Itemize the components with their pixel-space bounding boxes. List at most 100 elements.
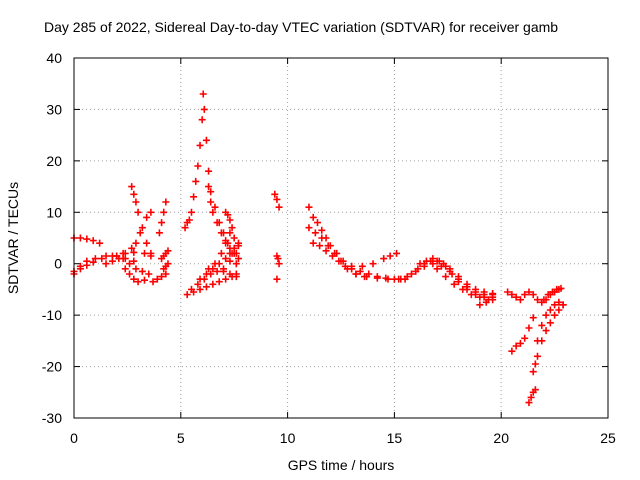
data-point xyxy=(102,252,110,260)
data-point xyxy=(145,270,153,278)
data-point xyxy=(234,242,242,250)
series-arc-17 xyxy=(196,239,242,283)
data-point xyxy=(476,301,484,309)
data-point xyxy=(435,257,443,265)
y-tick-label: 40 xyxy=(46,50,62,66)
data-point xyxy=(130,257,138,265)
data-point xyxy=(555,306,563,314)
series-arc-7 xyxy=(113,252,153,278)
data-point xyxy=(164,260,172,268)
x-axis-label: GPS time / hours xyxy=(288,457,395,473)
data-point xyxy=(76,262,84,270)
data-point xyxy=(126,270,134,278)
series-arc-20 xyxy=(220,249,240,273)
data-point xyxy=(76,234,84,242)
data-point xyxy=(446,265,454,273)
data-point xyxy=(529,368,537,376)
data-point xyxy=(149,278,157,286)
data-point xyxy=(454,278,462,286)
data-point xyxy=(442,262,450,270)
data-point xyxy=(226,257,234,265)
series-arc-37 xyxy=(534,298,567,345)
data-point xyxy=(309,239,317,247)
data-point xyxy=(119,255,127,263)
data-point xyxy=(482,298,490,306)
series-arc-22 xyxy=(273,252,283,268)
data-point xyxy=(232,260,240,268)
x-tick-label: 25 xyxy=(600,430,616,446)
y-axis-label: SDTVAR / TECUs xyxy=(5,182,21,294)
data-point xyxy=(508,347,516,355)
data-point xyxy=(207,188,215,196)
data-point xyxy=(489,296,497,304)
data-point xyxy=(160,208,168,216)
series-arc-36 xyxy=(529,301,567,376)
data-point xyxy=(416,260,424,268)
data-point xyxy=(274,255,282,263)
data-point xyxy=(226,216,234,224)
data-point xyxy=(194,162,202,170)
data-point xyxy=(525,288,533,296)
data-point xyxy=(314,219,322,227)
data-points xyxy=(70,90,567,407)
data-point xyxy=(504,288,512,296)
data-point xyxy=(542,311,550,319)
data-point xyxy=(91,255,99,263)
series-arc-38 xyxy=(540,284,565,304)
data-point xyxy=(136,229,144,237)
data-point xyxy=(516,339,524,347)
data-point xyxy=(442,273,450,281)
data-point xyxy=(202,136,210,144)
x-tick-label: 0 xyxy=(70,430,78,446)
series-arc-16 xyxy=(187,267,240,293)
data-point xyxy=(155,229,163,237)
data-point xyxy=(187,285,195,293)
series-arc-18 xyxy=(205,229,242,273)
y-tick-label: 0 xyxy=(54,256,62,272)
data-point xyxy=(363,273,371,281)
data-point xyxy=(309,213,317,221)
data-point xyxy=(194,280,202,288)
data-point xyxy=(215,278,223,286)
data-point xyxy=(232,249,240,257)
y-tick-label: 20 xyxy=(46,153,62,169)
data-point xyxy=(183,291,191,299)
series-arc-9 xyxy=(155,198,170,237)
data-point xyxy=(134,208,142,216)
data-point xyxy=(187,208,195,216)
data-point xyxy=(450,280,458,288)
data-point xyxy=(548,288,556,296)
data-point xyxy=(164,247,172,255)
data-point xyxy=(516,296,524,304)
data-point xyxy=(384,275,392,283)
tick-labels: 0 5 10 15 20 25 -30 -20 -10 0 10 20 30 40 xyxy=(42,50,616,446)
data-point xyxy=(83,257,91,265)
data-point xyxy=(211,203,219,211)
data-point xyxy=(557,284,565,292)
data-point xyxy=(228,224,236,232)
data-point xyxy=(147,208,155,216)
data-point xyxy=(551,301,559,309)
data-point xyxy=(271,190,279,198)
data-point xyxy=(429,255,437,263)
data-point xyxy=(140,276,148,284)
data-point xyxy=(305,203,313,211)
data-point xyxy=(222,239,230,247)
data-point xyxy=(209,208,217,216)
data-point xyxy=(476,293,484,301)
data-point xyxy=(538,321,546,329)
series-arc-12 xyxy=(181,216,193,232)
data-point xyxy=(551,311,559,319)
axis-ticks xyxy=(73,57,609,419)
data-point xyxy=(196,141,204,149)
data-point xyxy=(311,229,319,237)
data-point xyxy=(102,260,110,268)
data-point xyxy=(328,252,336,260)
grid xyxy=(74,58,608,418)
data-point xyxy=(534,352,542,360)
data-point xyxy=(213,219,221,227)
series-arc-23 xyxy=(273,275,281,283)
data-point xyxy=(369,260,377,268)
data-point xyxy=(211,260,219,268)
series-arc-19 xyxy=(222,208,236,232)
